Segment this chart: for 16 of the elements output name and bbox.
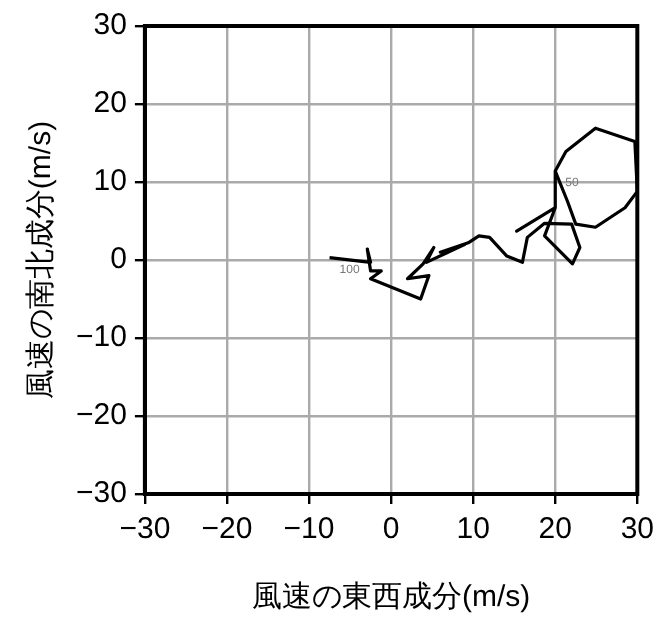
- y-tick-label: −20: [75, 398, 127, 433]
- y-tick-label: −30: [75, 476, 127, 511]
- x-tick-label: −30: [119, 512, 171, 547]
- x-tick-label: 20: [538, 512, 572, 547]
- x-tick-label: 0: [382, 512, 400, 547]
- y-axis-title: 風速の南北成分(m/s): [24, 120, 59, 400]
- x-tick-label: −10: [283, 512, 335, 547]
- x-axis-title: 風速の東西成分(m/s): [251, 580, 531, 615]
- y-tick-label: 10: [93, 164, 127, 199]
- y-tick-label: 30: [93, 8, 127, 43]
- y-tick-label: 0: [110, 242, 127, 277]
- x-tick-label: −20: [201, 512, 253, 547]
- y-tick-label: 20: [93, 86, 127, 121]
- x-tick-label: 10: [456, 512, 490, 547]
- y-tick-label: −10: [75, 320, 127, 355]
- x-tick-label: 30: [620, 512, 654, 547]
